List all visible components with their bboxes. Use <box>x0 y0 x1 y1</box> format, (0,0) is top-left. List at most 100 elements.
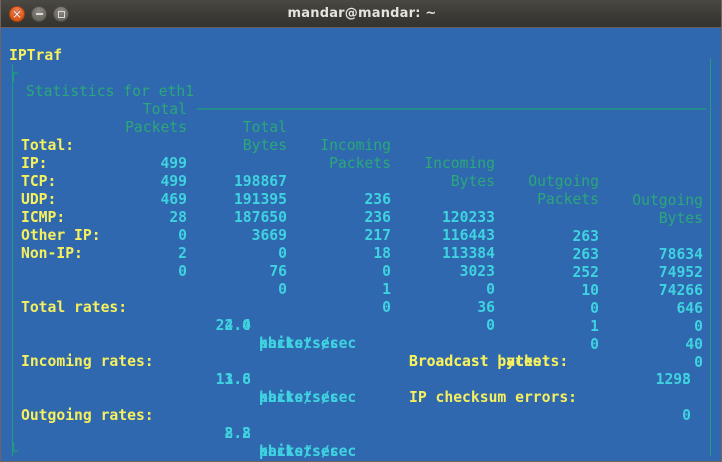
terminal-screen[interactable]: IPTraf ┌ Statistics for eth1 ───────────… <box>1 28 721 460</box>
row-5-col-5: 40 <box>685 335 703 353</box>
row-6-col-4: 0 <box>590 335 599 353</box>
row-1-col-4: 263 <box>572 245 599 263</box>
row-2-col-0: 469 <box>160 191 187 209</box>
col-header-5-line1: Outgoing <box>632 191 703 209</box>
table-row: TCP: 469 187650 217 113384 252 74266 <box>1 155 721 299</box>
total-rates-packets-value: 4.0 <box>224 317 251 335</box>
row-4-col-1: 0 <box>278 245 287 263</box>
table-row: IP: 499 191395 236 116443 263 74952 <box>1 137 721 281</box>
row-4-col-4: 0 <box>590 299 599 317</box>
minimize-glyph <box>35 13 43 15</box>
col-header-2-line1: Incoming <box>320 137 391 155</box>
outgoing-rates-packets-unit: packets/sec <box>259 443 357 461</box>
row-3-col-1: 3669 <box>251 227 287 245</box>
ip-checksum-errors-value: 0 <box>682 407 691 425</box>
checksum-errors-row: IP checksum errors: 0 <box>1 371 721 424</box>
row-0-col-2: 236 <box>364 191 391 209</box>
row-3-col-2: 18 <box>373 245 391 263</box>
outgoing-rates-bits-value: 8.8 <box>224 425 251 443</box>
col-header-4-line1: Outgoing <box>528 173 599 191</box>
col-header-0-line2: Packets <box>125 119 187 137</box>
incoming-rates-label: Incoming rates: <box>21 353 154 371</box>
outgoing-rates-packets-value: 2.2 <box>224 425 251 443</box>
row-2-col-2: 217 <box>364 227 391 245</box>
col-header-1-line2: Bytes <box>242 137 287 155</box>
row-1-col-5: 74952 <box>658 263 703 281</box>
row-2-col-3: 113384 <box>441 245 495 263</box>
row-6-col-5: 0 <box>694 353 703 371</box>
outgoing-rates-bits-unit: kbits/sec <box>259 443 339 461</box>
broadcast-packets-label: Broadcast packets: <box>409 353 569 371</box>
row-1-col-3: 116443 <box>441 227 495 245</box>
total-rates-label: Total rates: <box>21 299 128 317</box>
incoming-rates-bits-unit: kbits/sec <box>259 389 339 407</box>
row-5-col-4: 1 <box>590 317 599 335</box>
rate-row-outgoing-packets: 2.2 packets/sec <box>1 407 721 460</box>
table-header-line2: Packets Bytes Packets Bytes Packets Byte… <box>1 101 721 226</box>
row-5-col-3: 36 <box>477 299 495 317</box>
row-label: UDP: <box>21 191 57 209</box>
row-1-col-1: 191395 <box>233 191 287 209</box>
col-header-0-line1: Total <box>142 101 187 119</box>
incoming-rates-packets-value: 1.8 <box>224 371 251 389</box>
row-0-col-5: 78634 <box>658 245 703 263</box>
total-rates-packets-unit: packets/sec <box>259 335 357 353</box>
minimize-icon[interactable] <box>31 6 47 22</box>
table-row: Non-IP: 0 0 0 0 0 0 <box>1 227 721 371</box>
maximize-icon[interactable] <box>53 6 69 22</box>
col-header-4-line2: Packets <box>537 191 599 209</box>
col-header-1-line1: Total <box>242 119 287 137</box>
incoming-rates-bits-value: 13.6 <box>215 371 251 389</box>
table-row: Total: 499 198867 236 120233 263 78634 <box>1 119 721 263</box>
broadcast-packets-value: 8 <box>682 371 691 389</box>
rate-row-total-bits: Total rates: 22.4 kbits/sec Broadcast pa… <box>1 281 721 388</box>
rate-row-outgoing-bits: Outgoing rates: 8.8 kbits/sec <box>1 389 721 460</box>
window-titlebar[interactable]: mandar@mandar: ~ <box>1 0 721 28</box>
row-2-col-5: 74266 <box>658 281 703 299</box>
table-row: UDP: 28 3669 18 3023 10 646 <box>1 173 721 317</box>
broadcast-bytes-value: 1293 <box>655 371 691 389</box>
row-6-col-3: 0 <box>486 317 495 335</box>
row-6-col-2: 0 <box>382 299 391 317</box>
row-0-col-1: 198867 <box>233 173 287 191</box>
box-border-left <box>12 64 13 456</box>
incoming-rates-packets-unit: packets/sec <box>259 389 357 407</box>
row-label: IP: <box>21 155 48 173</box>
table-row: Other IP: 2 76 1 36 1 40 <box>1 209 721 353</box>
rate-row-total-packets: 4.0 packets/sec Broadcast bytes: 1293 <box>1 299 721 388</box>
row-5-col-1: 76 <box>269 263 287 281</box>
row-label: TCP: <box>21 173 57 191</box>
row-6-col-0: 0 <box>178 263 187 281</box>
table-header-line1: Total Total Incoming Incoming Outgoing O… <box>1 83 721 208</box>
status-bar[interactable]: X -exit <box>1 444 721 461</box>
box-corner-top-left-icon: ┌ <box>9 65 18 83</box>
row-4-col-5: 0 <box>694 317 703 335</box>
row-2-col-4: 252 <box>572 263 599 281</box>
panel-title: Statistics for eth1 <box>26 83 195 101</box>
maximize-glyph <box>57 10 65 18</box>
rate-row-incoming-packets: 1.8 packets/sec <box>1 353 721 406</box>
row-label: Total: <box>21 137 75 155</box>
row-label: Non-IP: <box>21 245 83 263</box>
close-icon[interactable] <box>9 6 25 22</box>
ip-checksum-errors-label: IP checksum errors: <box>409 389 578 407</box>
row-3-col-3: 3023 <box>459 263 495 281</box>
col-header-2-line2: Packets <box>329 155 391 173</box>
outgoing-rates-label: Outgoing rates: <box>21 407 154 425</box>
col-header-3-line2: Bytes <box>450 173 495 191</box>
app-name: IPTraf <box>9 47 63 65</box>
row-3-col-0: 28 <box>169 209 187 227</box>
total-rates-bits-value: 22.4 <box>215 317 251 335</box>
row-2-col-1: 187650 <box>233 209 287 227</box>
table-row: ICMP: 0 0 0 0 0 0 <box>1 191 721 335</box>
broadcast-bytes-label: Broadcast bytes: <box>409 353 551 371</box>
elapsed-time-row: └ Elapsed time: 0:01 ───────────────────… <box>1 425 721 460</box>
total-rates-bits-unit: kbits/sec <box>259 335 339 353</box>
row-0-col-4: 263 <box>572 227 599 245</box>
row-4-col-0: 0 <box>178 227 187 245</box>
box-border-right <box>710 58 711 456</box>
row-label: Other IP: <box>21 227 101 245</box>
col-header-5-line2: Bytes <box>658 209 703 227</box>
row-1-col-2: 236 <box>364 209 391 227</box>
